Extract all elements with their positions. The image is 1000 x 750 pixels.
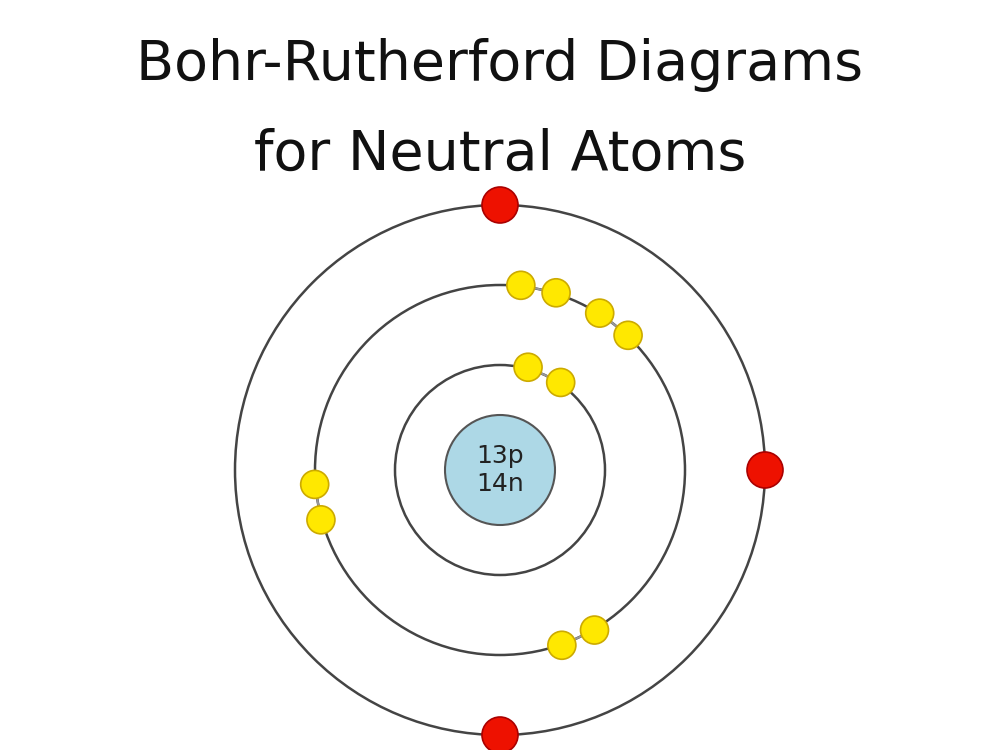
Circle shape: [482, 717, 518, 750]
Circle shape: [507, 272, 535, 299]
Circle shape: [542, 279, 570, 307]
Circle shape: [445, 415, 555, 525]
Text: Bohr-Rutherford Diagrams: Bohr-Rutherford Diagrams: [136, 38, 864, 92]
Circle shape: [580, 616, 608, 644]
Text: for Neutral Atoms: for Neutral Atoms: [254, 128, 746, 182]
Circle shape: [547, 368, 575, 397]
Circle shape: [482, 187, 518, 223]
Circle shape: [307, 506, 335, 534]
Circle shape: [747, 452, 783, 488]
Circle shape: [586, 299, 614, 327]
Circle shape: [514, 353, 542, 381]
Circle shape: [548, 632, 576, 659]
Text: 13p
14n: 13p 14n: [476, 444, 524, 496]
Circle shape: [301, 470, 329, 499]
Circle shape: [614, 321, 642, 350]
